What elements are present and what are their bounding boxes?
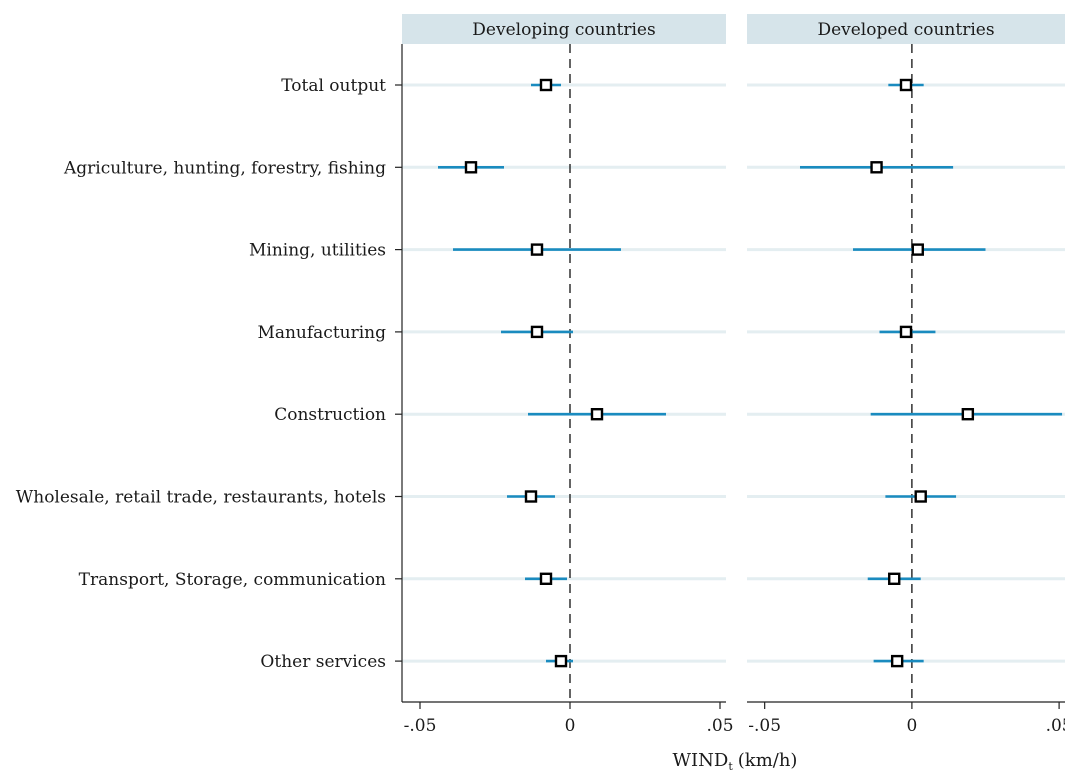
point-estimate [899, 78, 913, 92]
category-label: Manufacturing [257, 323, 386, 343]
point-estimate [464, 161, 478, 174]
panel-header-strip [402, 14, 726, 44]
x-tick-label: .05 [706, 716, 733, 736]
x-tick-label: 0 [565, 716, 576, 736]
point-estimate [530, 325, 544, 339]
x-tick-label: 0 [906, 716, 917, 736]
panel-header-strip [747, 14, 1065, 44]
category-label: Transport, Storage, communication [79, 570, 386, 590]
category-label: Wholesale, retail trade, restaurants, ho… [16, 488, 386, 508]
panel: Developed countries -.05 0 .05 [747, 14, 1065, 736]
panel-title: Developed countries [817, 20, 994, 40]
x-axis-title-subscript: t [728, 760, 733, 772]
point-estimate [914, 490, 927, 503]
category-label: Other services [260, 652, 386, 672]
point-estimate [539, 572, 553, 585]
panel-title: Developing countries [472, 20, 655, 40]
x-axis-title-unit: (km/h) [738, 750, 798, 771]
x-axis-title-main: WIND [673, 750, 729, 771]
point-estimate [870, 161, 883, 174]
x-tick-label: .05 [1046, 716, 1065, 736]
panel: Developing countries -.05 0 .05 [402, 14, 734, 736]
category-labels: Total output Agriculture, hunting, forest… [16, 76, 386, 672]
category-label: Agriculture, hunting, forestry, fishing [63, 158, 386, 178]
point-estimate [911, 243, 924, 256]
category-label: Total output [281, 76, 386, 96]
category-label: Mining, utilities [249, 241, 386, 261]
point-estimate [554, 654, 568, 668]
point-estimate [524, 490, 538, 503]
x-axis-title: WINDt (km/h) [673, 750, 798, 772]
point-estimate [530, 243, 544, 256]
x-tick-label: -.05 [404, 716, 437, 736]
point-estimate [961, 408, 975, 421]
point-estimate [888, 572, 901, 585]
point-estimate [539, 78, 553, 92]
point-estimate [590, 408, 604, 421]
category-label: Construction [274, 405, 386, 425]
point-estimate [890, 654, 904, 668]
point-estimate [899, 325, 913, 339]
x-tick-label: -.05 [748, 716, 781, 736]
